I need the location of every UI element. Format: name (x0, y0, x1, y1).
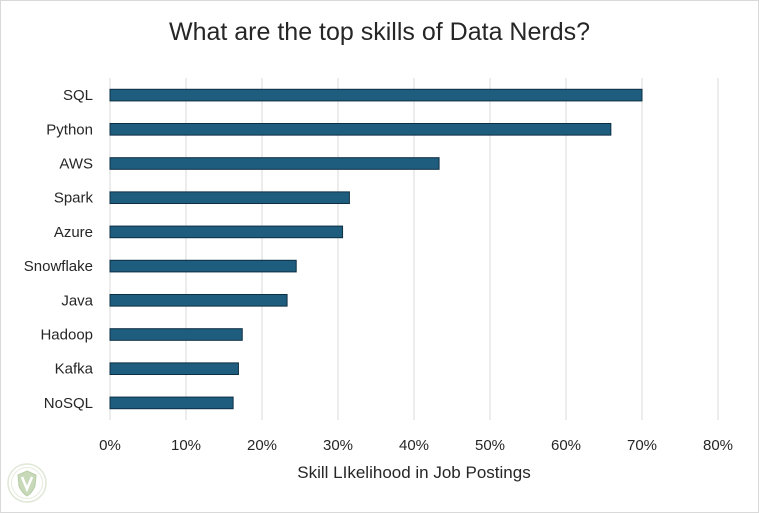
y-category-label: Azure (54, 224, 93, 241)
x-tick-label: 60% (551, 437, 581, 454)
x-axis-title: Skill LIkelihood in Job Postings (297, 463, 531, 482)
y-category-label: SQL (63, 87, 93, 104)
bar-hadoop (109, 328, 243, 341)
x-tick-label: 0% (99, 437, 121, 454)
x-tick-label: 20% (247, 437, 277, 454)
bar-kafka (109, 362, 239, 376)
y-category-label: Python (46, 121, 93, 138)
y-category-label: Java (61, 292, 93, 309)
y-category-label: NoSQL (44, 395, 93, 412)
x-tick-label: 30% (323, 437, 353, 454)
shield-logo-icon (7, 463, 47, 503)
y-category-label: Kafka (55, 361, 94, 378)
bar-nosql (109, 396, 234, 410)
x-tick-label: 10% (171, 437, 201, 454)
bar-spark (109, 191, 350, 205)
x-axis-tick-labels: 0% 10% 20% 30% 40% 50% 60% 70% 80% (99, 437, 733, 454)
y-category-label: Spark (54, 190, 94, 207)
bar-snowflake (109, 259, 297, 273)
y-axis-labels: SQL Python AWS Spark Azure Snowflake Java Hadoo… (24, 87, 94, 412)
y-category-label: Hadoop (40, 327, 93, 344)
y-category-label: Snowflake (24, 258, 93, 275)
bar-python (109, 122, 612, 136)
bar-sql (109, 88, 643, 102)
x-tick-label: 70% (627, 437, 657, 454)
bars (109, 88, 643, 410)
bar-aws (109, 157, 440, 170)
chart-title: What are the top skills of Data Nerds? (168, 18, 591, 46)
bar-azure (109, 225, 344, 239)
x-tick-label: 80% (703, 437, 733, 454)
bar-java (109, 293, 288, 307)
x-tick-label: 40% (399, 437, 429, 454)
y-category-label: AWS (59, 156, 93, 173)
x-tick-label: 50% (475, 437, 505, 454)
